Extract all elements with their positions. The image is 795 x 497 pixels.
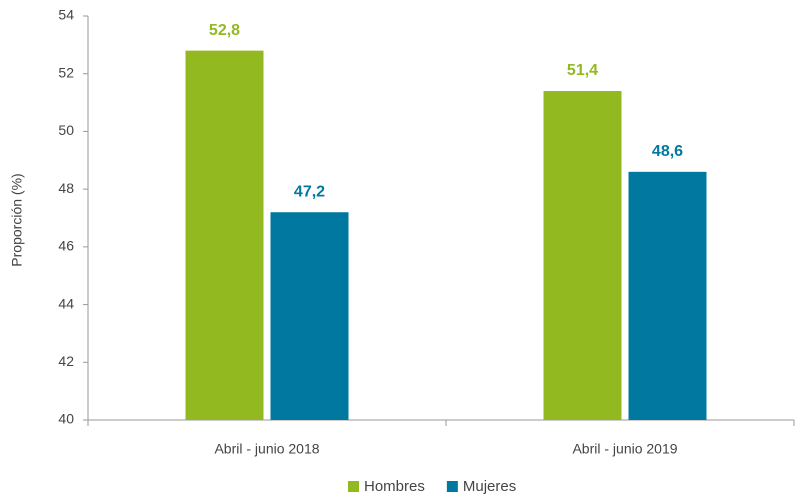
y-tick-label: 52: [58, 64, 74, 80]
legend-label: Hombres: [364, 478, 425, 495]
y-tick-label: 40: [58, 411, 74, 427]
y-tick-label: 46: [58, 238, 74, 254]
bar: [270, 212, 349, 420]
legend-swatch: [446, 481, 458, 492]
x-tick-label: Abril - junio 2018: [214, 441, 319, 457]
y-tick-label: 54: [58, 7, 74, 23]
y-axis-label: Proporción (%): [9, 173, 25, 266]
value-label: 51,4: [567, 62, 598, 79]
value-label: 52,8: [209, 22, 240, 39]
legend-swatch: [348, 481, 359, 492]
value-label: 47,2: [294, 183, 325, 200]
y-tick-label: 42: [58, 353, 74, 369]
value-label: 48,6: [652, 143, 683, 160]
y-tick-label: 50: [58, 122, 74, 138]
legend-label: Mujeres: [463, 478, 516, 495]
y-tick-label: 44: [58, 295, 74, 311]
bar: [185, 50, 264, 420]
y-tick-label: 48: [58, 180, 74, 196]
x-tick-label: Abril - junio 2019: [572, 441, 677, 457]
bar: [628, 171, 707, 420]
bar: [543, 91, 622, 421]
